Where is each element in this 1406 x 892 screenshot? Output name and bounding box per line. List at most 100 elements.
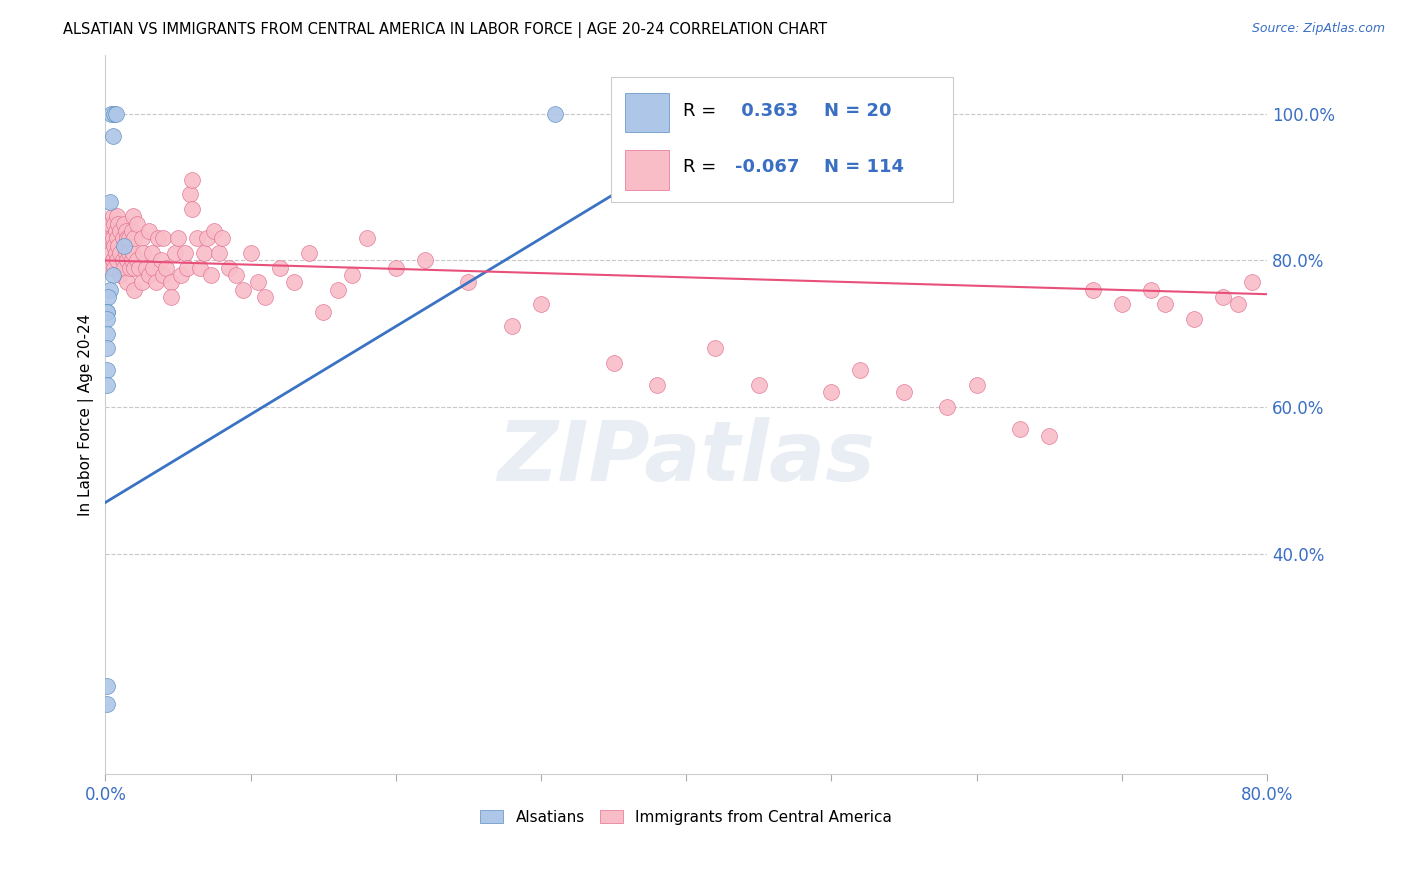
Point xyxy=(188,260,211,275)
Point xyxy=(146,231,169,245)
Y-axis label: In Labor Force | Age 20-24: In Labor Force | Age 20-24 xyxy=(79,313,94,516)
Point xyxy=(174,246,197,260)
Point xyxy=(1241,276,1264,290)
Point xyxy=(457,276,479,290)
Point xyxy=(202,224,225,238)
FancyBboxPatch shape xyxy=(610,77,953,202)
Point xyxy=(105,253,128,268)
Point xyxy=(246,276,269,290)
Point xyxy=(269,260,291,275)
Point xyxy=(239,246,262,260)
Point xyxy=(145,276,167,290)
Point xyxy=(100,107,122,121)
Point xyxy=(115,253,138,268)
Point xyxy=(112,217,135,231)
Point xyxy=(108,224,131,238)
Point xyxy=(97,224,120,238)
Point xyxy=(96,305,118,319)
Point xyxy=(1111,297,1133,311)
Point xyxy=(232,283,254,297)
Point xyxy=(135,260,157,275)
Point xyxy=(108,246,131,260)
Point xyxy=(96,312,118,326)
Point xyxy=(101,210,124,224)
Point xyxy=(966,378,988,392)
Point xyxy=(849,363,872,377)
Point xyxy=(179,187,201,202)
Point xyxy=(127,253,149,268)
Point xyxy=(195,231,218,245)
Point xyxy=(1154,297,1177,311)
Point xyxy=(96,363,118,377)
Point xyxy=(326,283,349,297)
Point xyxy=(108,268,131,282)
Point xyxy=(141,246,163,260)
Point xyxy=(104,246,127,260)
Point xyxy=(186,231,208,245)
Text: R =: R = xyxy=(683,158,716,177)
Point xyxy=(138,268,160,282)
Point xyxy=(97,253,120,268)
Point xyxy=(1038,429,1060,443)
Text: -0.067: -0.067 xyxy=(735,158,799,177)
Point xyxy=(342,268,364,282)
Point xyxy=(312,305,335,319)
Point xyxy=(544,107,567,121)
Point xyxy=(115,276,138,290)
Point xyxy=(211,231,233,245)
Point xyxy=(104,107,127,121)
Point xyxy=(107,217,129,231)
Point xyxy=(176,260,198,275)
Point xyxy=(776,107,799,121)
Point xyxy=(138,224,160,238)
Point xyxy=(1182,312,1205,326)
Point xyxy=(298,246,321,260)
Point xyxy=(167,231,190,245)
FancyBboxPatch shape xyxy=(624,151,669,190)
Point xyxy=(115,231,138,245)
Point xyxy=(96,378,118,392)
Point xyxy=(112,260,135,275)
FancyBboxPatch shape xyxy=(624,93,669,132)
Point xyxy=(131,276,153,290)
Point xyxy=(105,210,128,224)
Point xyxy=(602,356,624,370)
Point xyxy=(98,260,121,275)
Text: N = 20: N = 20 xyxy=(824,102,891,120)
Text: ZIPatlas: ZIPatlas xyxy=(498,417,875,498)
Point xyxy=(124,231,146,245)
Point xyxy=(103,217,125,231)
Point xyxy=(893,385,915,400)
Point xyxy=(181,202,204,216)
Point xyxy=(100,246,122,260)
Point xyxy=(98,194,121,209)
Point xyxy=(127,217,149,231)
Point xyxy=(103,107,125,121)
Text: 0.363: 0.363 xyxy=(735,102,799,120)
Point xyxy=(200,268,222,282)
Point xyxy=(114,224,136,238)
Point xyxy=(98,283,121,297)
Point xyxy=(645,378,668,392)
Point xyxy=(356,231,378,245)
Point xyxy=(122,210,145,224)
Point xyxy=(384,260,406,275)
Point xyxy=(96,231,118,245)
Point xyxy=(124,260,146,275)
Point xyxy=(101,253,124,268)
Text: Source: ZipAtlas.com: Source: ZipAtlas.com xyxy=(1251,22,1385,36)
Point xyxy=(142,260,165,275)
Point xyxy=(98,217,121,231)
Point xyxy=(152,231,174,245)
Point xyxy=(117,246,139,260)
Point xyxy=(193,246,215,260)
Point xyxy=(101,128,124,143)
Point xyxy=(114,246,136,260)
Point xyxy=(103,239,125,253)
Point xyxy=(104,224,127,238)
Point xyxy=(101,268,124,282)
Point xyxy=(1226,297,1249,311)
Point xyxy=(748,378,770,392)
Legend: Alsatians, Immigrants from Central America: Alsatians, Immigrants from Central Ameri… xyxy=(474,804,898,830)
Point xyxy=(96,326,118,341)
